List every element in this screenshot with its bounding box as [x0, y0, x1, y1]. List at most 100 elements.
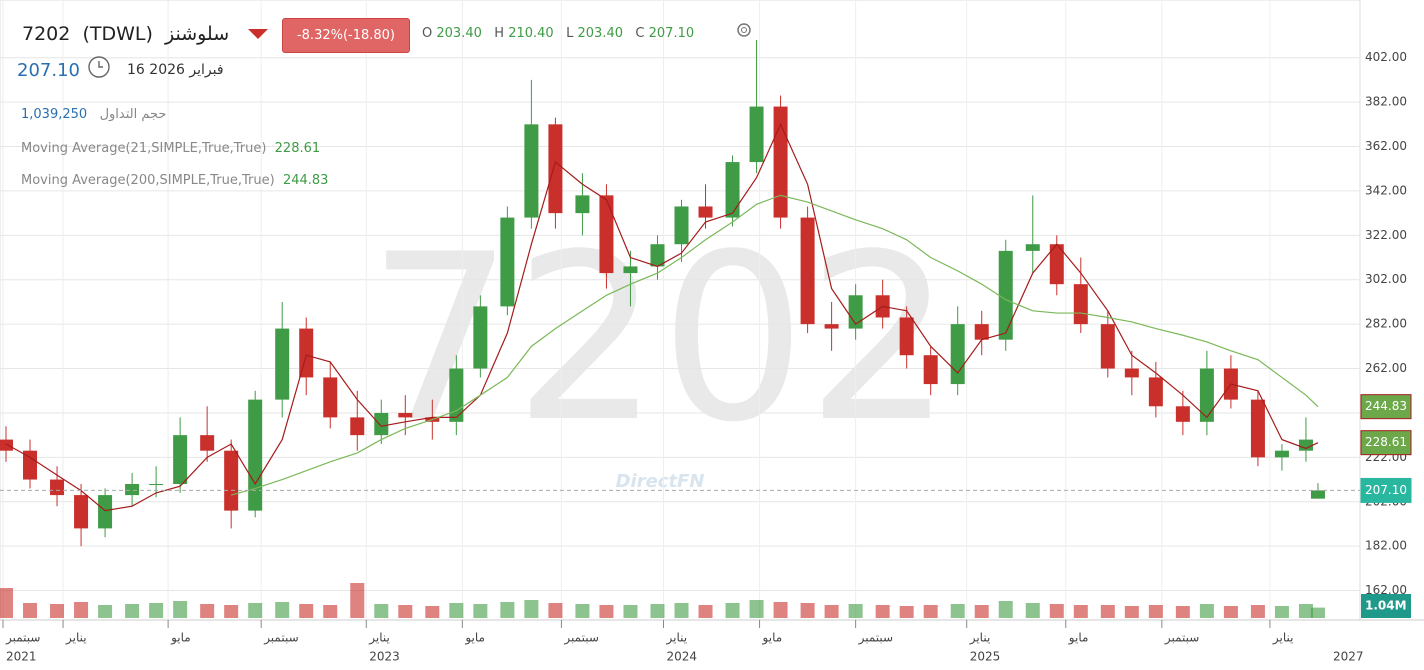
volume-bar — [824, 605, 839, 618]
x-tick-label: يناير — [65, 631, 87, 646]
candle-body — [500, 217, 515, 307]
volume-bar — [1250, 605, 1265, 618]
candle-body — [548, 124, 563, 214]
candle-body — [824, 324, 839, 329]
last-price: 207.10 — [17, 60, 80, 81]
candle-body — [398, 412, 413, 418]
x-year-label: 2025 — [970, 650, 1001, 664]
candle-body — [149, 483, 164, 485]
volume-bar — [974, 605, 989, 618]
candle-body — [248, 399, 263, 511]
change-badge: -8.32%(-18.80) — [282, 18, 410, 53]
candle-body — [275, 328, 290, 400]
candle-body — [998, 250, 1013, 340]
ma200-box — [1360, 394, 1412, 420]
volume-bar — [1100, 605, 1115, 618]
x-tick-label: يناير — [969, 631, 991, 646]
candle-body — [623, 266, 638, 274]
candle-body — [473, 306, 488, 369]
ma-label: Moving Average(200,SIMPLE,True,True) — [21, 173, 275, 188]
volume-bar — [749, 600, 764, 618]
y-tick-label: 182.00 — [1365, 539, 1407, 553]
volume-bar — [548, 603, 563, 618]
settings-icon[interactable] — [737, 23, 751, 37]
volume-bar — [425, 606, 440, 618]
volume-legend: حجم التداول 1,039,250 — [21, 107, 166, 122]
volume-label: حجم التداول — [99, 107, 167, 122]
volume-bar — [875, 605, 890, 618]
candle-body — [650, 244, 665, 267]
y-tick-label: 162.00 — [1365, 583, 1407, 597]
marks — [0, 39, 1360, 618]
volume-value: 1,039,250 — [21, 107, 88, 122]
candle-body — [98, 495, 113, 529]
volume-bar — [1073, 605, 1088, 618]
brand-watermark: DirectFN — [616, 471, 705, 492]
candle-body — [674, 206, 689, 245]
volume-bar — [773, 602, 788, 618]
volume-bar — [1049, 604, 1064, 618]
candle-body — [950, 324, 965, 385]
x-tick-label: يناير — [1272, 631, 1294, 646]
ohlc-value: 203.40 — [577, 26, 624, 41]
y-tick-label: 322.00 — [1365, 228, 1407, 242]
candle-body — [173, 435, 188, 484]
symbol-title: 7202 (TDWL) سلوشنز — [22, 23, 229, 45]
volume-bar — [173, 601, 188, 618]
volume-bar — [1298, 604, 1313, 618]
volume-bar — [623, 605, 638, 618]
candle-body — [350, 417, 365, 436]
x-tick-label: سبتمبر — [263, 631, 298, 646]
volume-bar — [524, 600, 539, 618]
candle-body — [323, 377, 338, 418]
volume-bar — [1223, 606, 1238, 618]
volume-bar — [50, 604, 65, 618]
y-tick-label: 282.00 — [1365, 317, 1407, 331]
volume-bar — [650, 604, 665, 618]
candle-body — [299, 328, 314, 378]
y-tick-label: 342.00 — [1365, 183, 1407, 197]
candle-body — [899, 317, 914, 356]
volume-bar — [575, 604, 590, 618]
volume-bar — [125, 604, 140, 618]
dropdown-arrow[interactable] — [248, 29, 268, 41]
ma-value: 244.83 — [282, 173, 329, 188]
volume-bar — [1148, 605, 1163, 618]
volume-bar — [248, 603, 263, 618]
y-tick-label: 302.00 — [1365, 272, 1407, 286]
candle-body — [1199, 368, 1214, 422]
ohlc-label: L — [566, 26, 574, 41]
volume-bar — [674, 603, 689, 618]
candle-body — [773, 106, 788, 218]
x-year-label: 2021 — [6, 650, 37, 664]
candle-body — [1025, 244, 1040, 251]
volume-bar — [1025, 603, 1040, 618]
volume-value-label: 1.04M — [1365, 599, 1407, 613]
volume-bar — [449, 603, 464, 618]
ma200-legend: Moving Average(200,SIMPLE,True,True) 244… — [21, 173, 328, 188]
x-tick-label: مايو — [762, 631, 783, 646]
volume-bar — [725, 603, 740, 618]
ohlc-value: 210.40 — [508, 26, 554, 41]
volume-bar — [1274, 606, 1289, 618]
candle-body — [23, 450, 38, 480]
date: فبراير 2026 16 — [127, 62, 224, 78]
ohlc: O 203.40 H 210.40 L 203.40 C 207.10 — [422, 26, 694, 41]
candle-body — [1124, 368, 1139, 378]
volume-bar — [398, 605, 413, 618]
candle-body — [524, 124, 539, 218]
volume-bar — [275, 602, 290, 618]
ohlc-value: 207.10 — [648, 26, 695, 41]
x-year-label: 2024 — [666, 650, 697, 664]
volume-bar — [299, 604, 314, 618]
x-tick-label: سبتمبر — [858, 631, 893, 646]
candle-body — [575, 195, 590, 214]
candle-body — [599, 195, 614, 274]
candle-body — [50, 479, 65, 496]
ma21-label: 228.61 — [1365, 435, 1407, 449]
x-tick-label: مايو — [464, 631, 485, 646]
ma-value: 228.61 — [274, 141, 321, 156]
candle-body — [848, 295, 863, 329]
ohlc-label: H — [494, 26, 505, 41]
